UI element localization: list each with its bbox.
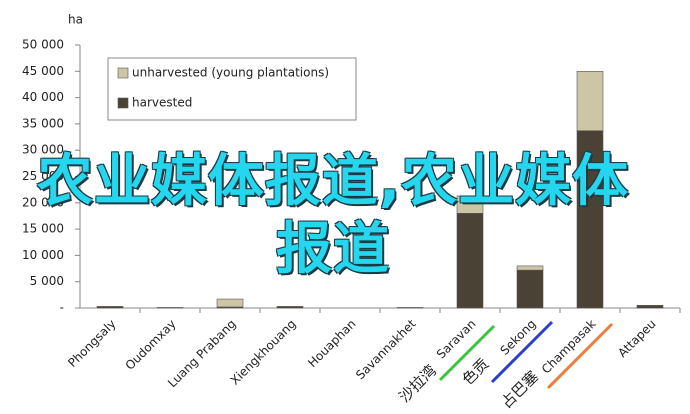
x-tick-label: Xiengkhouang [228,317,299,388]
legend-label: unharvested (young plantations) [132,66,329,80]
y-tick-label: 35 000 [22,116,64,130]
y-tick-label: 30 000 [22,143,64,157]
bar-segment [216,298,244,308]
x-tick-label: Houaphan [305,317,358,370]
x-tick-label: Saravan [434,317,479,362]
x-tick-label: Oudomxay [123,317,179,373]
legend-label: harvested [132,96,192,110]
bar-segment [576,71,604,132]
y-tick-label: 5 000 [30,274,64,288]
legend-swatch [117,67,129,79]
x-tick-label: Sekong [498,317,539,358]
bar-segment [516,265,544,271]
x-tick-label: Phongsaly [65,317,118,370]
overlay-text: 农业媒体报道,农业媒体报道 [36,149,630,282]
annotation: 沙拉湾 [395,361,440,406]
bar-segment [96,306,124,309]
annotation-line [546,322,614,390]
bar-segment [456,195,484,214]
bar-segment [516,269,544,309]
x-tick-label: Savannakhet [353,316,419,382]
annotation: 占巴塞 [497,367,542,412]
y-tick-label: 45 000 [22,64,64,78]
bar-segment [156,307,184,309]
legend-box [107,57,357,121]
y-tick-label: 15 000 [22,222,64,236]
bar-segment [636,305,664,309]
annotation-line [438,324,496,382]
y-tick-label: 20 000 [22,195,64,209]
x-tick-label: Attapeu [615,317,658,360]
annotation: 色贡 [459,355,493,389]
y-tick-label: 10 000 [22,248,64,262]
bar-segment [276,306,304,309]
y-tick-label: 40 000 [22,90,64,104]
y-tick-label: 50 000 [22,38,64,52]
y-tick-label: 25 000 [22,169,64,183]
bar-segment [576,130,604,309]
y-tick-label: - [60,301,64,315]
bar-segment [396,307,424,309]
y-axis-unit: ha [68,13,83,27]
legend-swatch [117,97,129,109]
annotation-line [490,320,554,384]
